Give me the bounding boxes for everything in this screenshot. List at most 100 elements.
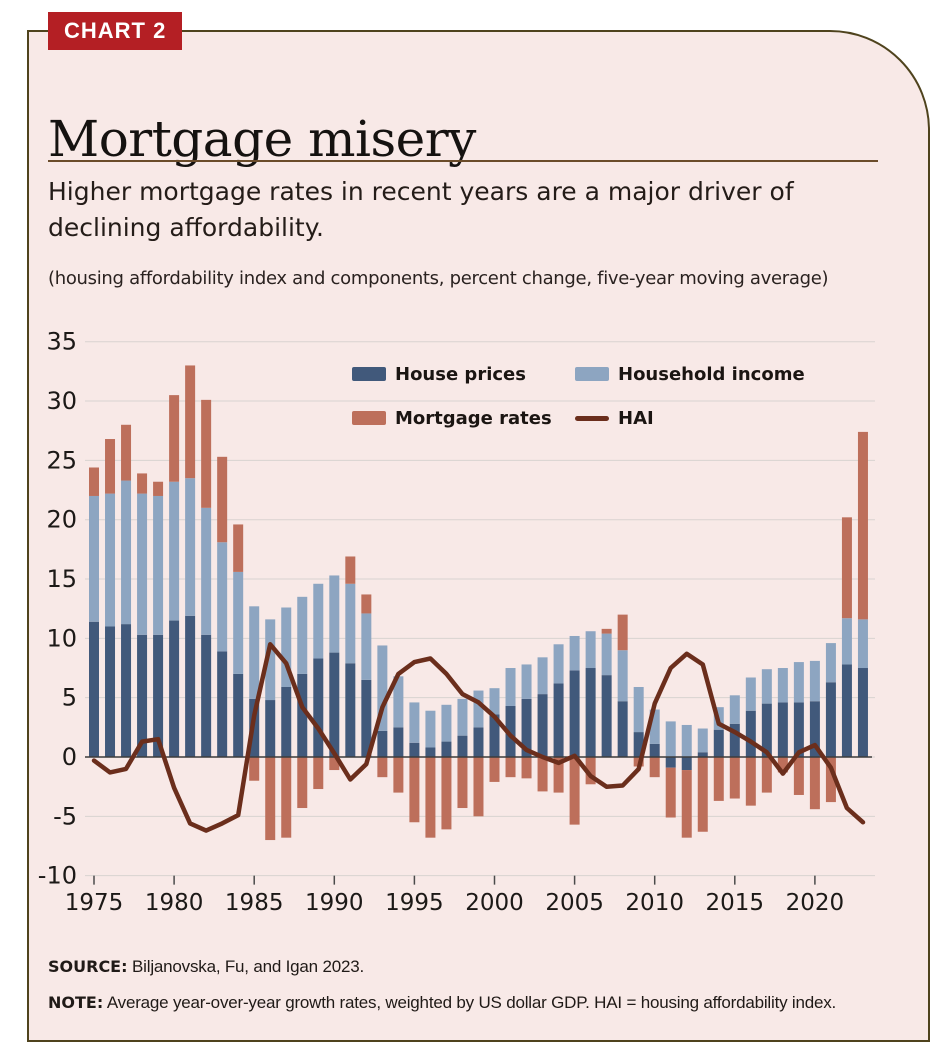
bar-mortgage-2017 [761,757,772,793]
bar-income-2001 [505,668,516,706]
bar-income-1988 [297,596,308,674]
bar-house-1976 [105,626,116,757]
bar-mortgage-1997 [441,757,452,830]
bar-mortgage-1976 [105,439,116,494]
bar-house-2018 [777,702,788,757]
note-line: NOTE: Average year-over-year growth rate… [48,993,908,1013]
bar-mortgage-1992 [361,594,372,614]
bar-house-2021 [825,682,836,757]
bar-income-2013 [697,728,708,753]
bar-income-2012 [681,724,692,757]
bar-house-1991 [345,663,356,757]
bar-house-1996 [425,747,436,757]
bar-income-1986 [265,619,276,701]
bar-mortgage-2002 [521,757,532,779]
bar-mortgage-2023 [857,431,868,620]
source-line: SOURCE: Biljanovska, Fu, and Igan 2023. [48,957,908,977]
bar-income-1995 [409,702,420,743]
legend-label-mortgage-rates: Mortgage rates [395,407,552,429]
bar-house-1979 [153,634,164,757]
bar-mortgage-1998 [457,757,468,809]
bar-house-2009 [633,732,644,757]
bar-income-2021 [825,643,836,683]
legend-label-hai: HAI [618,407,654,429]
bar-house-2007 [601,675,612,757]
legend-item-household-income: Household income [575,362,805,386]
legend-swatch-hai [575,415,609,421]
legend-swatch-house-prices [352,367,386,381]
bar-income-1992 [361,613,372,680]
x-tick-label-2020: 2020 [786,890,845,916]
bar-mortgage-2008 [617,614,628,651]
chart-card: CHART 2 Mortgage misery Higher mortgage … [27,12,930,1042]
bar-mortgage-1979 [153,481,164,496]
bar-mortgage-1987 [281,757,292,838]
bar-income-2015 [729,695,740,724]
bar-mortgage-2003 [537,757,548,792]
bar-income-1991 [345,583,356,664]
bar-house-1986 [265,700,276,757]
chart-number-badge: CHART 2 [48,12,183,50]
bar-house-2002 [521,698,532,757]
x-tick-label-1975: 1975 [65,890,124,916]
bar-income-2010 [649,709,660,744]
bar-income-1979 [153,495,164,635]
bar-house-2012 [681,757,692,771]
x-tick-label-2000: 2000 [465,890,524,916]
bar-income-1987 [281,607,292,687]
y-axis-labels: 35 30 25 20 15 10 5 0 -5 -10 [38,328,77,890]
bar-house-1978 [137,634,148,757]
legend-item-hai: HAI [575,406,805,430]
bar-house-2005 [569,670,580,757]
bar-house-1995 [409,742,420,757]
bar-mortgage-1984 [233,524,244,572]
bar-house-2001 [505,705,516,757]
bar-income-1980 [169,481,180,621]
svg-text:35: 35 [46,328,77,356]
bar-mortgage-1999 [473,757,484,817]
bar-income-2019 [793,662,804,703]
bar-mortgage-2004 [553,757,564,793]
x-tick-label-2015: 2015 [706,890,765,916]
bar-mortgage-1978 [137,473,148,494]
bar-income-1982 [201,507,212,635]
bar-income-2004 [553,644,564,684]
title-divider [48,160,878,162]
legend-swatch-mortgage-rates [352,411,386,425]
bar-house-2010 [649,743,660,757]
chart-subtitle: Higher mortgage rates in recent years ar… [48,177,794,242]
bar-house-2019 [793,702,804,757]
bar-income-2009 [633,686,644,733]
bar-stacks [89,365,868,841]
bar-mortgage-2006 [585,757,596,785]
svg-text:10: 10 [46,624,77,652]
x-tick-label-1980: 1980 [145,890,204,916]
bar-income-1996 [425,710,436,748]
bar-house-1982 [201,634,212,757]
bar-house-2017 [761,703,772,757]
bar-income-2022 [841,618,852,665]
chart-units-note: (housing affordability index and compone… [48,268,829,289]
bar-house-2015 [729,723,740,757]
bar-house-1984 [233,673,244,757]
bar-house-2004 [553,683,564,757]
note-text: Average year-over-year growth rates, wei… [103,993,837,1012]
x-tick-label-1990: 1990 [305,890,364,916]
x-tick-label-1985: 1985 [225,890,284,916]
bar-house-1987 [281,686,292,757]
source-text: Biljanovska, Fu, and Igan 2023. [127,957,364,976]
bar-house-1990 [329,652,340,757]
legend-swatch-household-income [575,367,609,381]
bar-mortgage-2014 [713,757,724,801]
bar-mortgage-1995 [409,757,420,823]
bar-house-2008 [617,701,628,757]
bar-house-1992 [361,679,372,757]
bar-income-2005 [569,635,580,671]
bar-income-2011 [665,721,676,757]
bar-income-2007 [601,633,612,676]
bar-mortgage-1975 [89,467,99,496]
bar-mortgage-1983 [217,456,228,543]
bar-mortgage-2010 [649,757,660,778]
bar-mortgage-2012 [681,770,692,838]
bar-mortgage-2019 [793,757,804,795]
